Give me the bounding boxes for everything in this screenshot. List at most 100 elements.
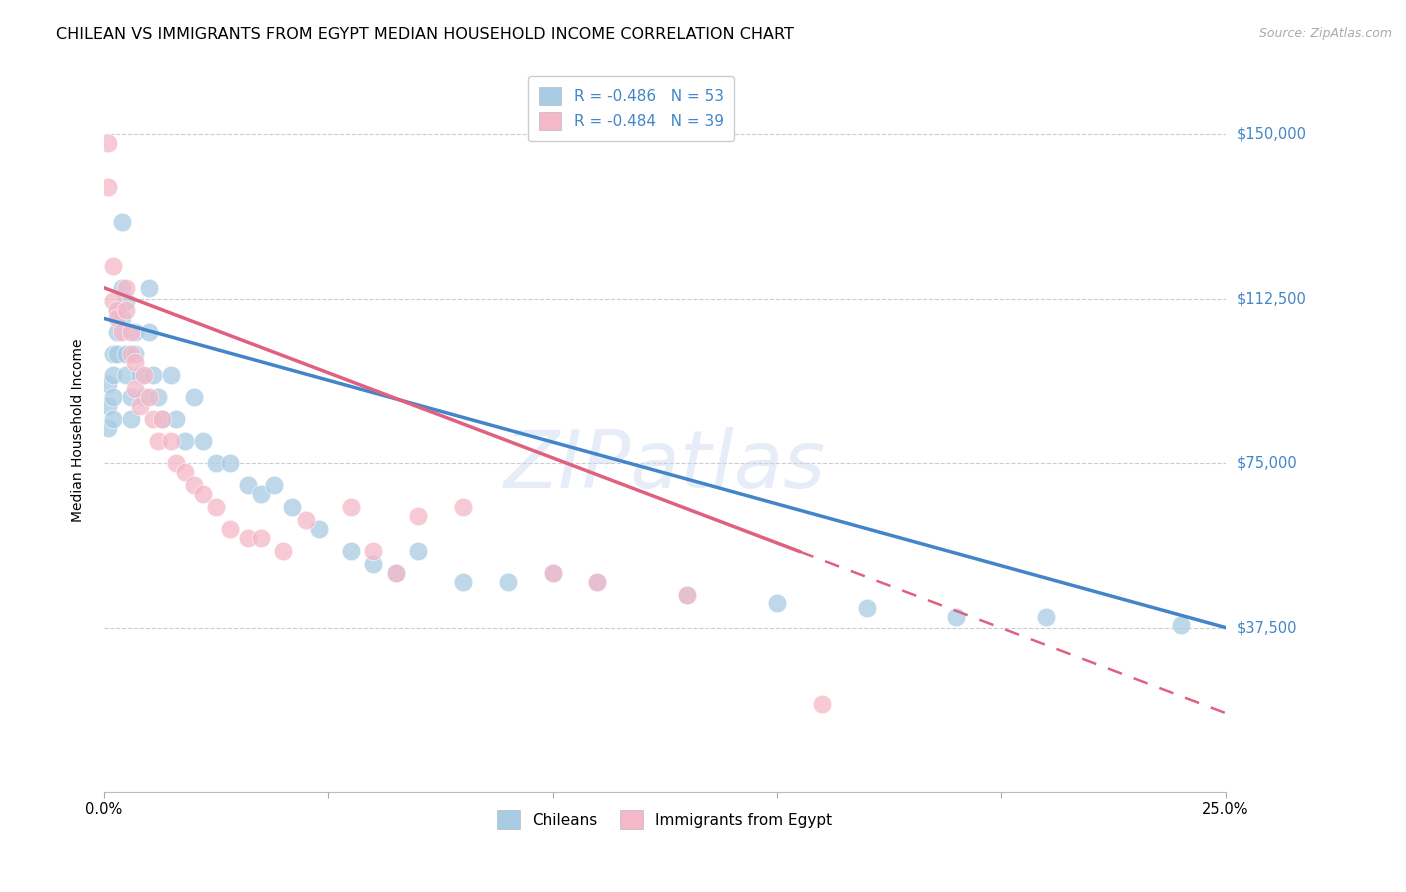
Point [165,456,187,470]
Point [138,281,160,295]
Point [115,293,138,308]
Point [236,478,259,492]
Point [451,500,474,514]
Y-axis label: Median Household Income: Median Household Income [72,338,86,522]
Point [97,136,120,150]
Point [128,399,150,413]
Point [101,368,124,383]
Point [191,434,214,449]
Point [124,346,146,360]
Point [160,434,183,449]
Text: CHILEAN VS IMMIGRANTS FROM EGYPT MEDIAN HOUSEHOLD INCOME CORRELATION CHART: CHILEAN VS IMMIGRANTS FROM EGYPT MEDIAN … [56,27,794,42]
Point [1035,609,1057,624]
Point [101,346,124,360]
Point [451,574,474,589]
Point [384,566,406,580]
Point [101,293,124,308]
Point [142,412,165,426]
Point [134,368,156,383]
Point [541,566,564,580]
Point [120,390,142,404]
Point [183,390,205,404]
Point [107,311,129,326]
Point [124,382,146,396]
Text: $112,500: $112,500 [1237,291,1306,306]
Point [810,698,832,712]
Point [541,566,564,580]
Point [101,412,124,426]
Point [107,302,129,317]
Point [107,346,129,360]
Text: Source: ZipAtlas.com: Source: ZipAtlas.com [1258,27,1392,40]
Point [676,588,699,602]
Point [855,600,877,615]
Point [128,368,150,383]
Point [273,544,295,558]
Point [676,588,699,602]
Point [945,609,967,624]
Point [250,487,273,501]
Point [173,465,195,479]
Point [120,346,142,360]
Point [361,557,384,571]
Point [586,574,609,589]
Point [134,390,156,404]
Point [361,544,384,558]
Point [218,456,240,470]
Text: $75,000: $75,000 [1237,456,1298,471]
Point [138,325,160,339]
Point [111,215,134,229]
Point [120,325,142,339]
Text: $37,500: $37,500 [1237,620,1298,635]
Point [384,566,406,580]
Point [124,325,146,339]
Point [115,281,138,295]
Point [97,421,120,435]
Point [165,412,187,426]
Point [97,399,120,413]
Point [250,531,273,545]
Point [205,500,228,514]
Point [97,180,120,194]
Point [406,544,429,558]
Point [111,325,134,339]
Point [586,574,609,589]
Point [146,390,169,404]
Point [150,412,173,426]
Point [115,302,138,317]
Point [160,368,183,383]
Point [111,311,134,326]
Point [191,487,214,501]
Point [308,522,330,536]
Legend: Chileans, Immigrants from Egypt: Chileans, Immigrants from Egypt [491,804,838,835]
Point [496,574,519,589]
Point [295,513,318,527]
Point [339,544,361,558]
Point [138,390,160,404]
Text: $150,000: $150,000 [1237,127,1306,142]
Point [115,368,138,383]
Point [173,434,195,449]
Point [263,478,285,492]
Point [205,456,228,470]
Text: ZIPatlas: ZIPatlas [503,427,825,506]
Point [107,302,129,317]
Point [146,434,169,449]
Point [120,412,142,426]
Point [183,478,205,492]
Point [101,259,124,273]
Point [766,596,789,610]
Point [236,531,259,545]
Point [218,522,240,536]
Point [339,500,361,514]
Point [150,412,173,426]
Point [142,368,165,383]
Point [406,508,429,523]
Point [111,281,134,295]
Point [107,325,129,339]
Point [97,377,120,392]
Point [281,500,304,514]
Point [124,355,146,369]
Point [115,346,138,360]
Point [1170,618,1192,632]
